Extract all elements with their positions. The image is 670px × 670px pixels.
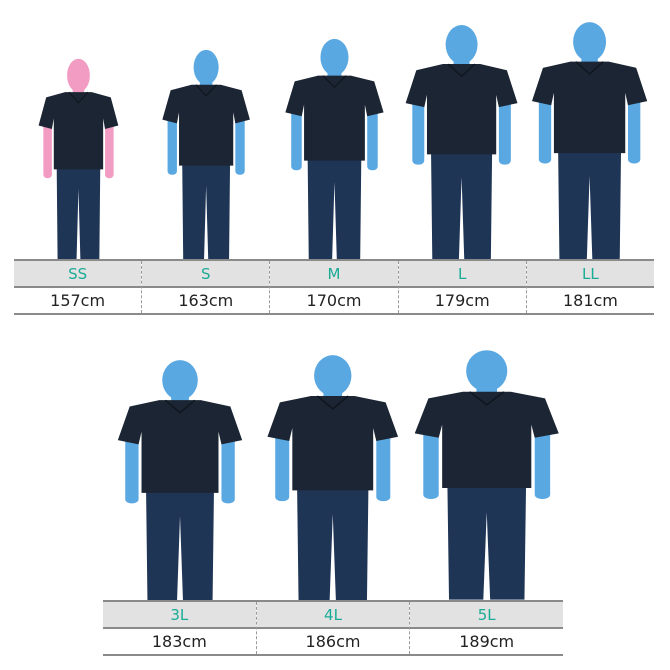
figure-head [573, 21, 607, 62]
figure-neck [170, 393, 189, 405]
figure-arm-left [539, 88, 552, 164]
figure-head [161, 359, 198, 400]
size-column: LL 181cm [525, 261, 655, 313]
height-value: 163cm [178, 291, 234, 310]
size-label: SS [14, 261, 142, 288]
size-label: M [270, 261, 398, 288]
size-label: 3L [103, 602, 256, 629]
figure-neck [475, 385, 497, 397]
female-model-figure [38, 58, 118, 259]
figure-shirt [406, 63, 518, 155]
figure-arm-left [412, 90, 425, 165]
male-model-figure [284, 38, 384, 259]
figure-collar [321, 75, 347, 88]
figure-shirt [38, 92, 118, 170]
figure-head [193, 49, 219, 85]
figure-arm-right [376, 423, 391, 502]
male-model-figure [267, 355, 399, 600]
figure-arm-right [366, 100, 378, 171]
figure-head [465, 350, 507, 393]
height-value: 157cm [50, 291, 106, 310]
figure-shirt [532, 61, 648, 153]
male-model-figure [414, 350, 559, 600]
male-model-figure [117, 359, 242, 600]
size-label: L [398, 261, 526, 288]
size-table-top: SS 157cm S 163cm M 170cm L 179cm LL 181cm [14, 259, 655, 315]
figure-collar [448, 63, 476, 78]
figure-pants [431, 144, 493, 259]
height-value: 183cm [151, 632, 207, 651]
figure-arm-right [104, 114, 114, 179]
figure-collar [68, 91, 88, 104]
figure-shirt [284, 75, 384, 161]
figure-arm-left [167, 108, 177, 175]
figure-pants [56, 160, 100, 259]
height-value: 179cm [434, 291, 490, 310]
figure-collar [164, 399, 196, 414]
size-column: 4L 186cm [255, 602, 410, 654]
figure-neck [581, 55, 599, 66]
height-value: 186cm [305, 632, 361, 651]
figure-arm-right [534, 420, 550, 500]
male-model-figure [532, 21, 648, 259]
figure-arm-right [221, 427, 235, 504]
figure-collar [316, 395, 350, 410]
male-model-figure [162, 49, 250, 259]
figure-collar [195, 84, 217, 97]
figure-pants [182, 156, 230, 259]
height-value: 170cm [306, 291, 362, 310]
male-model-figure [406, 24, 518, 259]
figure-arm-left [42, 114, 52, 179]
figure-pants [558, 142, 622, 259]
figure-collar [468, 391, 505, 407]
figure-head [66, 58, 90, 93]
height-value: 181cm [562, 291, 618, 310]
size-label: 5L [410, 602, 564, 629]
size-label: LL [526, 261, 655, 288]
figure-arm-left [422, 420, 439, 500]
figure-shirt [267, 395, 399, 491]
figure-shirt [117, 399, 242, 493]
figure-arm-left [124, 427, 139, 504]
height-value: 189cm [459, 632, 515, 651]
figure-head [319, 38, 349, 76]
size-label: S [142, 261, 270, 288]
figure-arm-left [290, 100, 302, 171]
size-column: 3L 183cm [103, 602, 256, 654]
figure-pants [446, 477, 526, 600]
size-column: S 163cm [141, 261, 270, 313]
figure-arm-right [499, 90, 512, 165]
size-column: SS 157cm [14, 261, 142, 313]
figure-arm-right [235, 108, 245, 175]
size-column: M 170cm [269, 261, 398, 313]
size-column: 5L 189cm [409, 602, 564, 654]
figure-arm-left [275, 423, 290, 502]
figure-pants [297, 479, 369, 600]
size-label: 4L [256, 602, 410, 629]
figure-pants [145, 481, 214, 600]
figure-neck [323, 389, 343, 401]
size-table-bottom: 3L 183cm 4L 186cm 5L 189cm [103, 600, 564, 656]
figure-neck [199, 78, 213, 89]
figure-neck [72, 86, 84, 96]
figure-neck [326, 69, 342, 80]
figure-neck [453, 57, 470, 69]
size-column: L 179cm [397, 261, 526, 313]
figure-head [446, 24, 478, 64]
figure-arm-right [628, 88, 641, 164]
figure-head [314, 355, 352, 396]
figure-collar [575, 60, 605, 75]
figure-shirt [414, 392, 559, 489]
figure-pants [307, 150, 361, 259]
figure-shirt [162, 84, 250, 166]
